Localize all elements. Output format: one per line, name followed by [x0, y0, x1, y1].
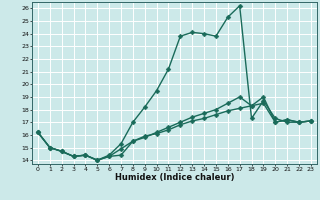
X-axis label: Humidex (Indice chaleur): Humidex (Indice chaleur)	[115, 173, 234, 182]
